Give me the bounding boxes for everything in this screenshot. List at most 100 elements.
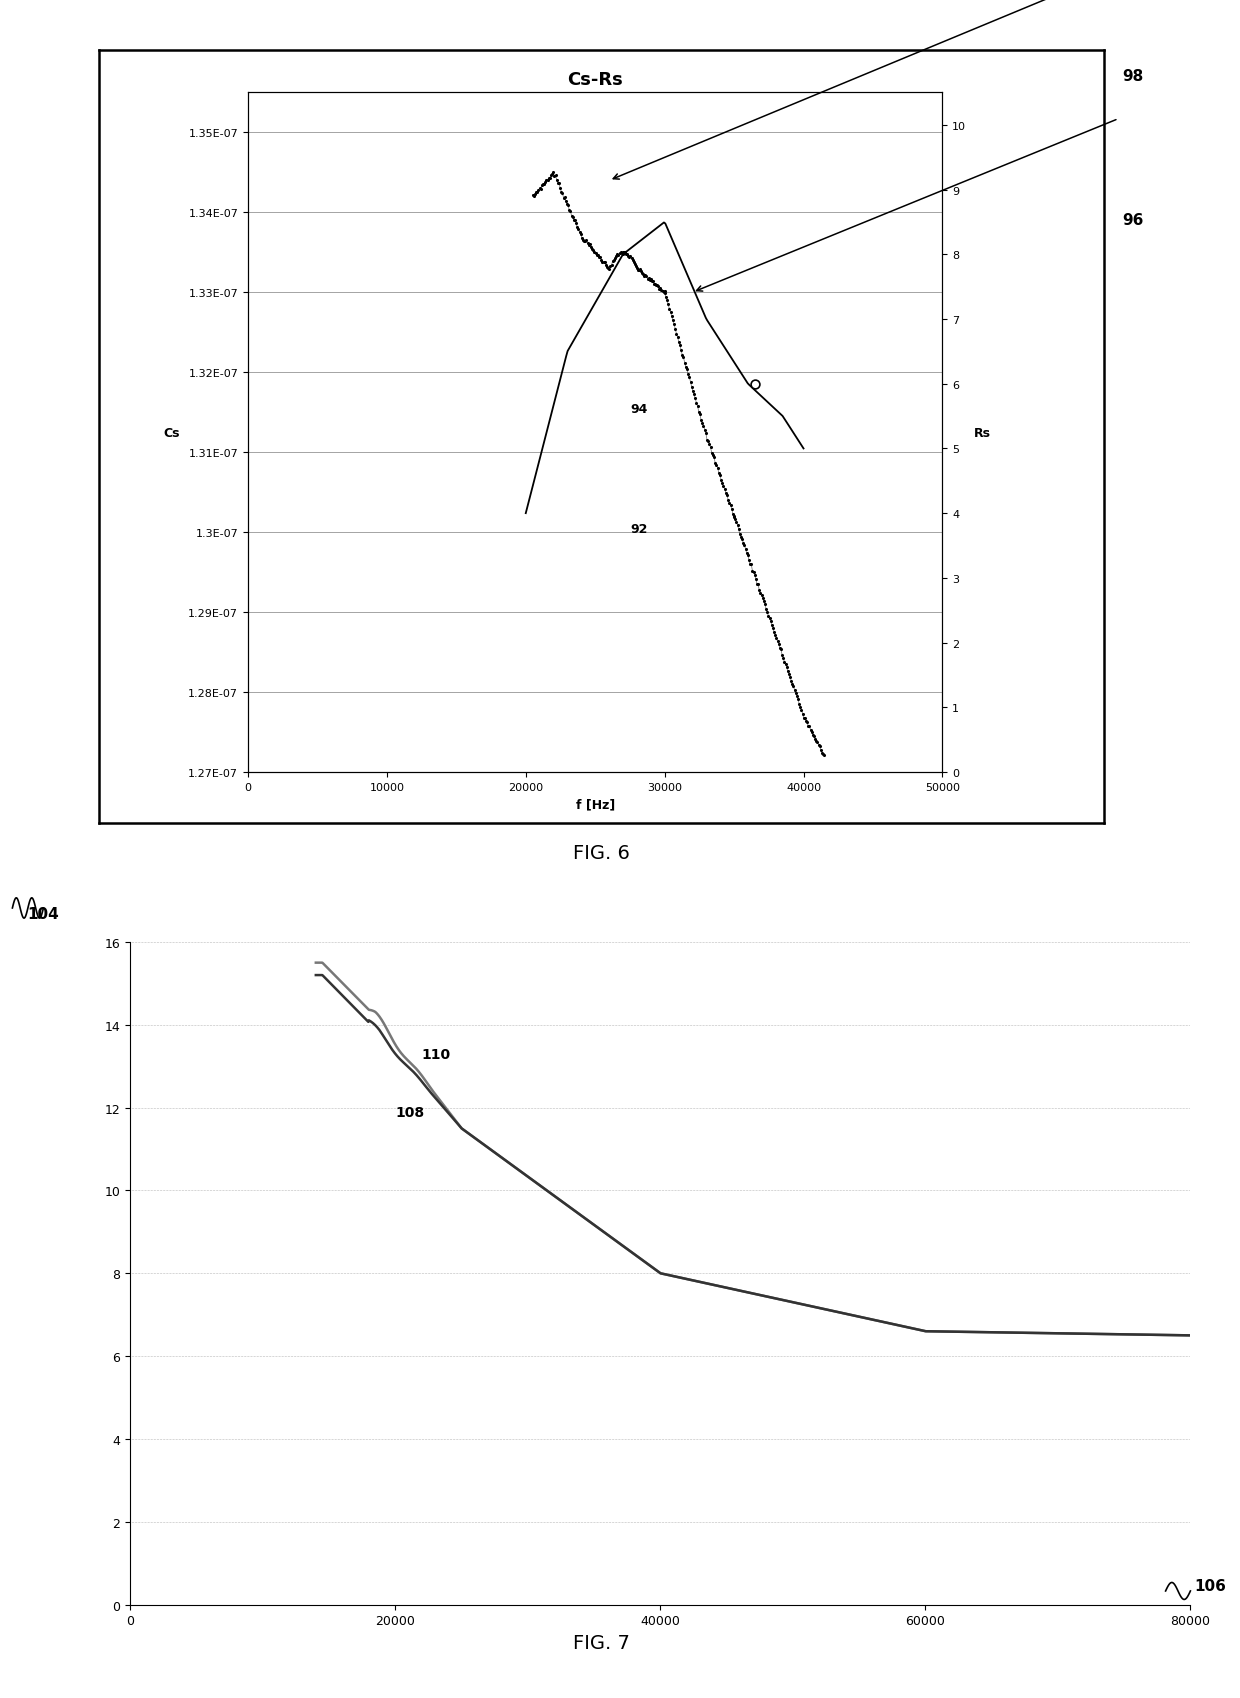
- Point: [766, 625, 786, 652]
- Point: [600, 253, 620, 280]
- Point: [718, 487, 738, 514]
- Text: FIG. 7: FIG. 7: [573, 1633, 630, 1652]
- Point: [601, 253, 621, 280]
- Point: [740, 552, 760, 579]
- X-axis label: f [Hz]: f [Hz]: [575, 798, 615, 812]
- Point: [608, 241, 627, 268]
- Point: [671, 338, 691, 365]
- Point: [657, 287, 677, 314]
- Point: [537, 168, 557, 195]
- Point: [564, 207, 584, 234]
- Point: [667, 324, 687, 351]
- Point: [769, 632, 789, 659]
- Point: [791, 696, 811, 723]
- Point: [647, 272, 667, 299]
- Point: [580, 231, 600, 258]
- Point: [751, 582, 771, 610]
- Point: [686, 385, 706, 413]
- Point: [812, 740, 832, 767]
- Point: [742, 550, 761, 577]
- Point: [543, 160, 563, 187]
- Point: [770, 635, 790, 662]
- Point: [687, 391, 707, 418]
- Point: [539, 165, 559, 192]
- Point: [760, 606, 780, 633]
- Point: [641, 267, 661, 294]
- Point: [644, 270, 663, 297]
- Point: [587, 243, 606, 270]
- Point: [737, 540, 756, 567]
- Point: [568, 216, 588, 243]
- Point: [556, 188, 575, 216]
- Point: [645, 272, 665, 299]
- Point: [529, 177, 549, 204]
- Point: [610, 241, 630, 268]
- Point: [715, 481, 735, 508]
- Point: [624, 250, 644, 277]
- Point: [634, 261, 653, 289]
- Point: [677, 357, 697, 384]
- Point: [554, 185, 574, 212]
- Point: [748, 571, 768, 598]
- Point: [553, 180, 573, 207]
- Point: [536, 170, 556, 197]
- Text: 110: 110: [422, 1048, 451, 1061]
- Point: [622, 248, 642, 275]
- Point: [724, 504, 744, 531]
- Point: [782, 671, 802, 698]
- Point: [691, 408, 711, 435]
- Point: [558, 192, 578, 219]
- Point: [683, 379, 703, 406]
- Point: [531, 177, 551, 204]
- Point: [614, 239, 634, 267]
- Point: [714, 475, 734, 503]
- Point: [665, 311, 684, 338]
- Point: [525, 183, 544, 211]
- Point: [759, 603, 779, 630]
- Point: [810, 734, 830, 761]
- Point: [713, 470, 733, 498]
- Point: [755, 591, 775, 618]
- Point: [572, 224, 591, 251]
- Point: [631, 258, 651, 285]
- Point: [720, 492, 740, 520]
- Point: [668, 329, 688, 357]
- Point: [758, 599, 777, 627]
- Point: [593, 250, 613, 277]
- Point: [764, 618, 784, 645]
- Point: [588, 243, 608, 270]
- Point: [800, 713, 820, 740]
- Point: [527, 180, 547, 207]
- Point: [650, 277, 670, 304]
- Point: [792, 701, 812, 728]
- Point: [544, 163, 564, 190]
- Point: [594, 250, 614, 277]
- Point: [557, 192, 577, 219]
- Point: [775, 649, 795, 676]
- Point: [815, 742, 835, 769]
- Point: [749, 577, 769, 604]
- Point: [713, 474, 733, 501]
- Point: [784, 674, 804, 701]
- Point: [559, 197, 579, 224]
- Point: [774, 645, 794, 672]
- Point: [579, 233, 599, 260]
- Point: [697, 426, 717, 453]
- Point: [761, 611, 781, 638]
- Point: [785, 678, 805, 705]
- Point: [552, 178, 572, 205]
- Point: [613, 239, 632, 267]
- Point: [582, 234, 601, 261]
- Point: [660, 295, 680, 323]
- Point: [729, 516, 749, 543]
- Point: [620, 245, 640, 272]
- Point: [672, 343, 692, 370]
- Point: [620, 245, 640, 272]
- Point: [797, 710, 817, 737]
- Point: [547, 166, 567, 194]
- Point: [595, 250, 615, 277]
- Point: [776, 654, 796, 681]
- Point: [635, 263, 655, 290]
- Point: [694, 416, 714, 443]
- Point: [549, 170, 569, 197]
